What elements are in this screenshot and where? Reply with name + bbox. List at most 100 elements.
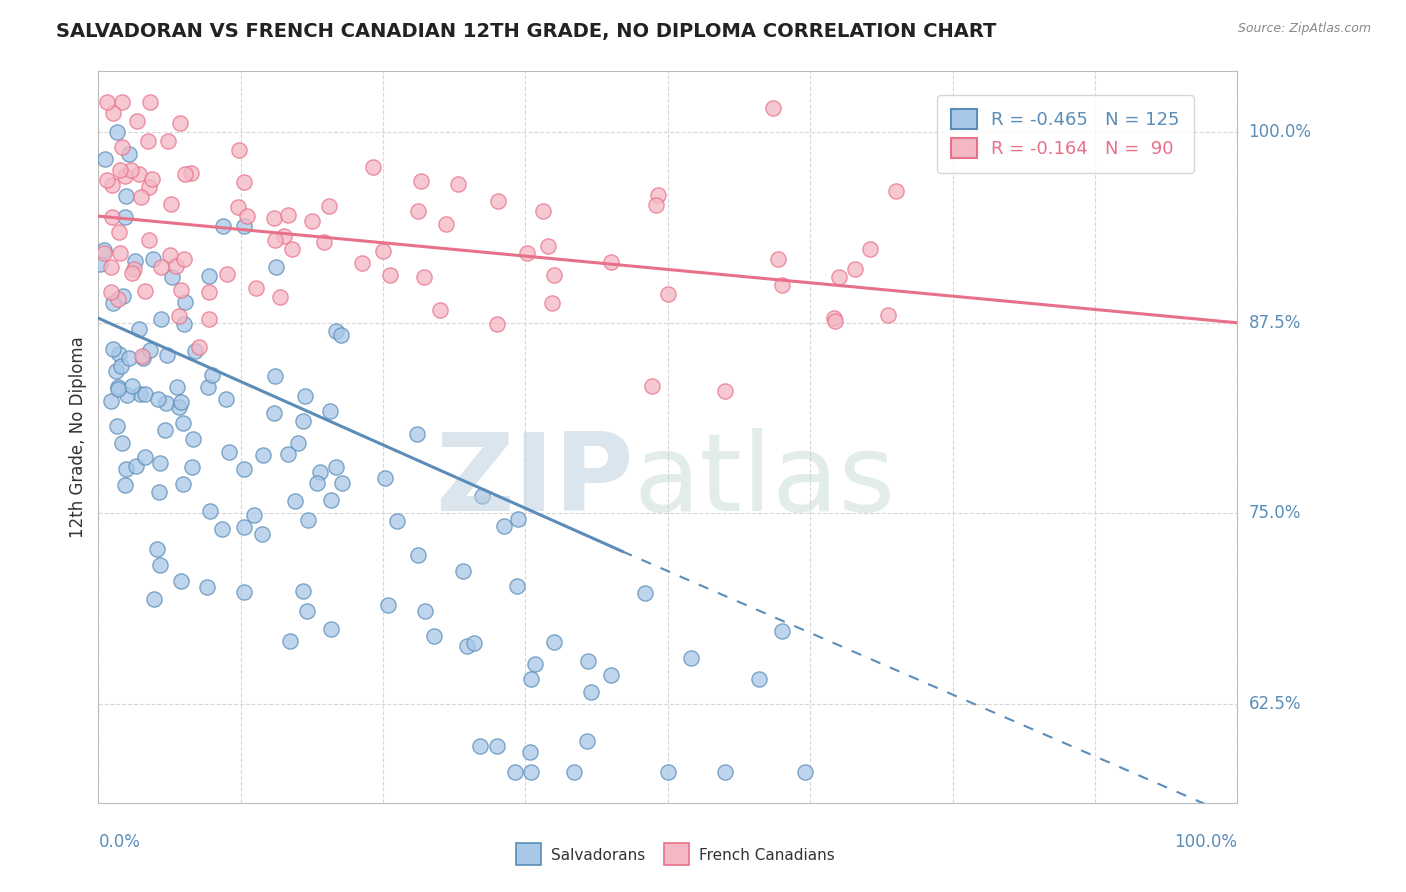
Point xyxy=(111,140,134,154)
Point xyxy=(233,219,256,234)
Point xyxy=(562,765,585,780)
Point xyxy=(531,204,554,219)
Point xyxy=(139,343,162,358)
Point xyxy=(108,246,131,260)
Point xyxy=(166,379,188,393)
Point xyxy=(408,548,430,562)
Point xyxy=(644,198,666,212)
Point xyxy=(793,765,815,780)
Point xyxy=(107,346,129,360)
Point xyxy=(679,650,702,665)
Point xyxy=(361,160,384,174)
Point xyxy=(148,484,170,499)
Point xyxy=(139,95,162,109)
Point xyxy=(284,494,307,508)
Point xyxy=(486,317,509,331)
Point xyxy=(167,401,190,415)
Point xyxy=(111,436,134,450)
Point xyxy=(195,580,218,594)
Point xyxy=(114,169,136,183)
Point xyxy=(169,116,191,130)
Point xyxy=(125,459,148,474)
Point xyxy=(277,447,299,461)
Text: SALVADORAN VS FRENCH CANADIAN 12TH GRADE, NO DIPLOMA CORRELATION CHART: SALVADORAN VS FRENCH CANADIAN 12TH GRADE… xyxy=(56,22,997,41)
Point xyxy=(105,419,128,434)
Point xyxy=(292,584,315,599)
Point xyxy=(581,684,603,698)
Point xyxy=(100,285,122,299)
Point xyxy=(520,672,543,686)
Point xyxy=(122,262,145,277)
Point xyxy=(198,504,221,518)
Point xyxy=(406,427,429,442)
Point xyxy=(252,448,274,462)
Point xyxy=(131,350,153,364)
Point xyxy=(101,210,124,224)
Point xyxy=(321,493,343,508)
Point xyxy=(104,364,127,378)
Point xyxy=(294,389,316,403)
Point xyxy=(172,416,194,430)
Point xyxy=(471,489,494,503)
Point xyxy=(134,387,156,401)
Point xyxy=(128,387,150,401)
Point xyxy=(215,392,238,406)
Point xyxy=(434,217,457,231)
Point xyxy=(647,188,669,202)
Point xyxy=(198,268,221,283)
Point xyxy=(136,134,159,148)
Point xyxy=(600,668,623,682)
Point xyxy=(844,262,866,277)
Point xyxy=(269,290,291,304)
Point xyxy=(714,765,737,780)
Point xyxy=(105,125,128,139)
Point xyxy=(374,471,396,485)
Point xyxy=(184,343,207,358)
Point xyxy=(824,313,846,327)
Text: 87.5%: 87.5% xyxy=(1249,314,1301,332)
Point xyxy=(115,388,138,402)
Point xyxy=(657,287,679,301)
Point xyxy=(114,478,136,492)
Point xyxy=(101,342,124,356)
Point xyxy=(100,394,122,409)
Point xyxy=(406,204,429,219)
Point xyxy=(634,585,657,599)
Point xyxy=(172,476,194,491)
Point xyxy=(181,432,204,446)
Point xyxy=(107,382,129,396)
Point xyxy=(503,765,526,780)
Point xyxy=(167,309,190,323)
Point xyxy=(332,475,354,490)
Point xyxy=(156,134,179,148)
Point xyxy=(149,260,172,275)
Point xyxy=(138,233,160,247)
Point xyxy=(770,278,793,293)
Point xyxy=(287,436,309,450)
Point xyxy=(215,267,238,281)
Point xyxy=(520,765,543,780)
Point xyxy=(146,541,169,556)
Point xyxy=(232,585,254,599)
Point xyxy=(96,173,118,187)
Point xyxy=(107,225,129,239)
Point xyxy=(314,235,336,250)
Point xyxy=(640,378,662,392)
Point xyxy=(142,252,165,266)
Point xyxy=(263,406,285,420)
Point xyxy=(197,285,219,300)
Point xyxy=(828,270,851,285)
Point xyxy=(292,414,315,428)
Point xyxy=(536,239,558,253)
Point xyxy=(325,324,347,338)
Point xyxy=(110,359,132,373)
Point xyxy=(250,527,273,541)
Point xyxy=(325,460,347,475)
Point xyxy=(486,739,509,753)
Point xyxy=(121,266,143,280)
Point xyxy=(413,270,436,285)
Point xyxy=(543,268,565,282)
Point xyxy=(236,209,259,223)
Point xyxy=(486,194,509,208)
Point xyxy=(100,260,122,274)
